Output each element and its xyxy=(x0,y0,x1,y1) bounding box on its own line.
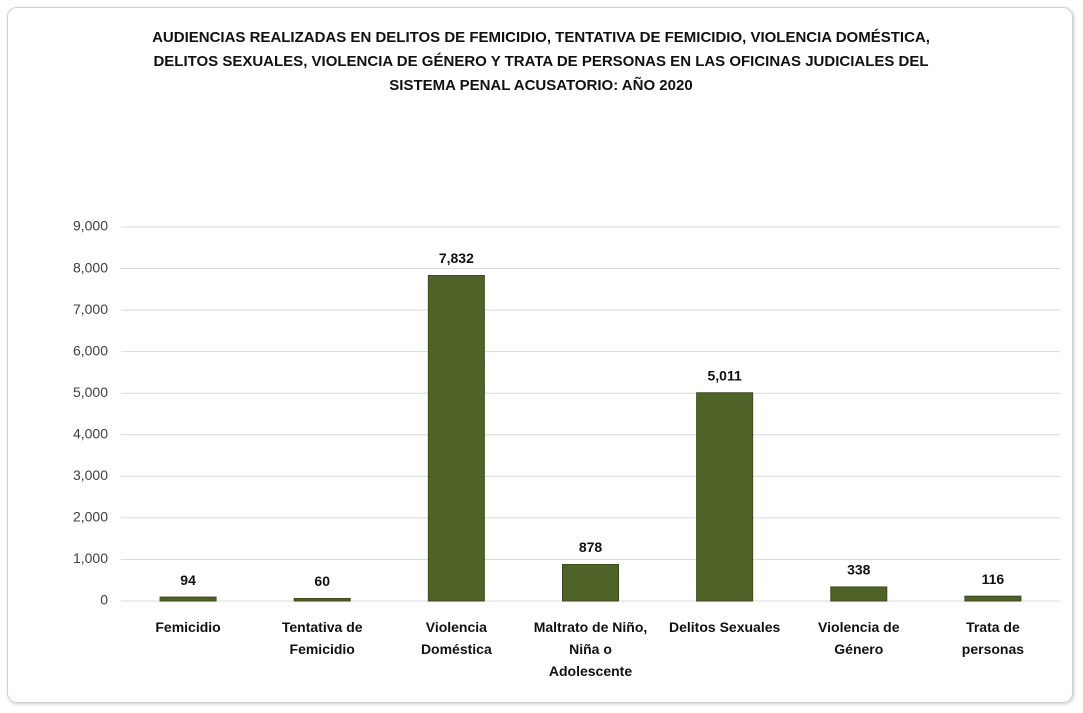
data-label: 94 xyxy=(180,572,196,588)
y-tick-label: 9,000 xyxy=(73,218,108,234)
bar xyxy=(159,596,217,602)
y-tick-label: 3,000 xyxy=(73,467,108,483)
x-tick-label: Violencia Doméstica xyxy=(420,619,492,657)
y-tick-label: 1,000 xyxy=(73,550,108,566)
bar xyxy=(696,392,754,602)
x-tick-label: Femicidio xyxy=(155,619,221,635)
data-label: 60 xyxy=(314,573,330,589)
x-tick-label: Delitos Sexuales xyxy=(669,619,781,635)
y-tick-label: 8,000 xyxy=(73,259,108,275)
data-label: 116 xyxy=(982,571,1005,587)
data-label: 7,832 xyxy=(439,250,474,266)
y-tick-label: 0 xyxy=(100,592,108,608)
x-tick-label: Trata de personas xyxy=(961,619,1025,657)
bar xyxy=(427,275,485,602)
y-tick-label: 7,000 xyxy=(73,301,108,317)
data-label: 338 xyxy=(847,562,871,578)
y-tick-label: 6,000 xyxy=(73,342,108,358)
y-tick-label: 5,000 xyxy=(73,384,108,400)
y-tick-label: 2,000 xyxy=(73,509,108,525)
x-tick-label: Maltrato de Niño, Niña o Adolescente xyxy=(533,619,648,679)
bar xyxy=(293,598,351,602)
data-label: 5,011 xyxy=(708,367,742,383)
bar xyxy=(562,564,619,602)
x-tick-label: Violencia de Género xyxy=(818,619,900,657)
chart-title: AUDIENCIAS REALIZADAS EN DELITOS DE FEMI… xyxy=(152,29,930,94)
data-label: 878 xyxy=(579,539,603,555)
bar xyxy=(830,586,888,602)
bar xyxy=(964,595,1022,602)
chart-frame xyxy=(7,7,1073,703)
y-tick-label: 4,000 xyxy=(73,425,108,441)
x-tick-label: Tentativa de Femicidio xyxy=(281,619,363,657)
